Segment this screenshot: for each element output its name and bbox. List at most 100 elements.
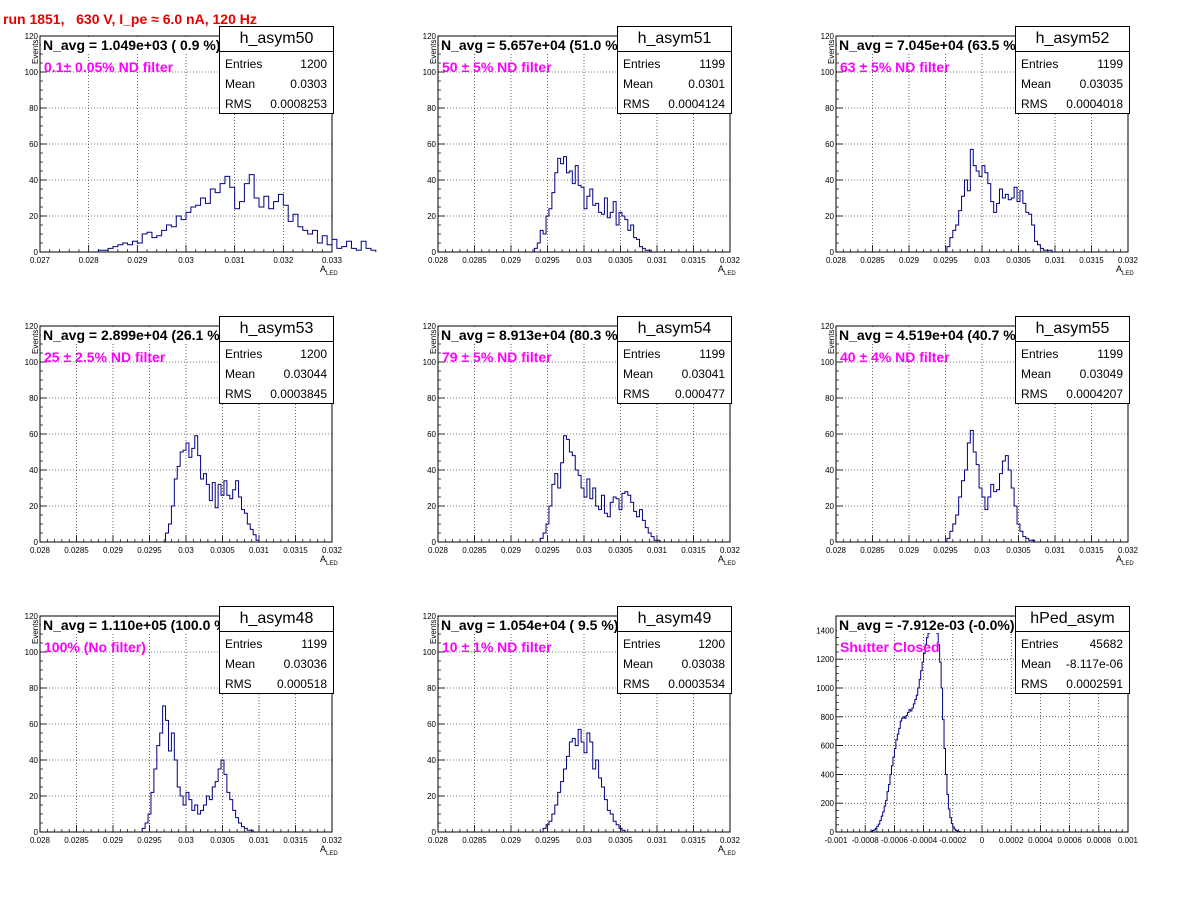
stats-key: Entries [1021,54,1058,74]
filter-label: 0.1± 0.05% ND filter [44,59,173,75]
histogram-bin [166,533,169,542]
x-tick-label: 0.0285 [462,546,487,555]
histogram-bin [645,250,648,252]
stats-key: RMS [1021,94,1048,114]
x-tick-label: 0.03 [576,256,592,265]
x-axis-label: ALED [320,844,338,857]
histogram-bin [957,831,958,832]
stats-key: Mean [225,654,255,674]
histogram-bin [584,497,587,542]
stats-value: 0.0003534 [668,674,725,694]
histogram-bin [587,196,590,252]
histogram-bin [1011,198,1014,252]
stats-key: Entries [225,54,262,74]
histogram-bin [174,479,177,542]
stats-value: 0.0004018 [1066,94,1123,114]
histogram-bin [1049,250,1052,252]
x-axis-label-subscript: LED [326,271,338,277]
y-tick-label: 100 [821,68,835,77]
x-tick-label: 0.028 [826,256,847,265]
y-tick-label: 60 [427,430,436,439]
histogram-bin [873,831,874,832]
histogram-bin [602,495,605,542]
histogram-bin [962,196,965,252]
histogram-bin [581,187,584,252]
y-tick-label: 100 [25,68,39,77]
histogram-bin [639,247,642,252]
x-tick-label: 0.001 [1118,836,1139,845]
x-axis-label-subscript: LED [326,851,338,857]
histogram-bin [180,452,183,542]
histogram-bin [979,176,982,252]
histogram-bin [247,524,250,542]
histogram-bin [163,706,166,832]
histogram-bin [561,782,564,832]
stats-key: Entries [225,634,262,654]
histogram-bin [604,513,607,542]
histogram-bin [317,243,322,252]
x-axis-label: ALED [718,264,736,277]
x-axis-label: ALED [1116,264,1134,277]
histogram-bin [283,205,288,252]
histogram-bin [212,787,215,832]
y-tick-label: 20 [825,502,834,511]
histogram-bin [938,645,939,832]
histogram-bin [180,796,183,832]
histogram-bin [657,540,660,542]
navg-label: N_avg = -7.912e-03 (-0.0%) [837,617,1016,633]
x-tick-label: 0.0305 [210,546,235,555]
y-axis-label: Events [31,330,40,354]
x-tick-label: 0.03 [974,546,990,555]
histogram-bin [994,492,997,542]
histogram-bin [902,718,903,832]
histogram-bin [988,497,991,542]
histogram-bin [613,821,616,832]
histogram-bin [206,484,209,542]
histogram-bin [240,202,245,252]
histogram-bin [903,717,904,832]
histogram-bin [1008,470,1011,542]
x-axis-label-subscript: LED [724,851,736,857]
histogram-bin [625,220,628,252]
histogram-bin [642,520,645,542]
histogram-bin [916,695,917,832]
histogram-bin [195,805,198,832]
histogram-bin [956,831,957,832]
histogram-bin [584,209,587,252]
histogram-bin [1035,241,1038,252]
histogram-bin [922,662,923,832]
x-axis-label: ALED [718,554,736,567]
histogram-bin [230,187,235,252]
y-axis-label: Events [827,330,836,354]
histogram-bin [230,499,233,542]
x-tick-label: 0.0305 [608,256,633,265]
histogram-bin [964,180,967,252]
histogram-bin [967,443,970,542]
histogram-bin [970,430,973,542]
histogram-bin [1011,488,1014,542]
x-tick-label: 0.03 [178,836,194,845]
histogram-bin [599,778,602,832]
histogram-bin [247,830,250,832]
y-tick-label: 40 [427,756,436,765]
histogram-bin [192,448,195,542]
histogram-bin [552,814,555,832]
histogram-bin [973,452,976,542]
histogram-bin [956,515,959,542]
histogram-bin [874,830,875,832]
histogram-bin [1014,506,1017,542]
histogram-bin [218,484,221,542]
histogram-bin [264,196,269,252]
histogram-bin [900,721,901,832]
stats-key: Mean [1021,654,1051,674]
histogram-bin [361,241,366,252]
histogram-bin [578,475,581,542]
histogram-bin [1032,225,1035,252]
histogram-bin [889,784,890,832]
x-tick-label: 0.0295 [137,546,162,555]
